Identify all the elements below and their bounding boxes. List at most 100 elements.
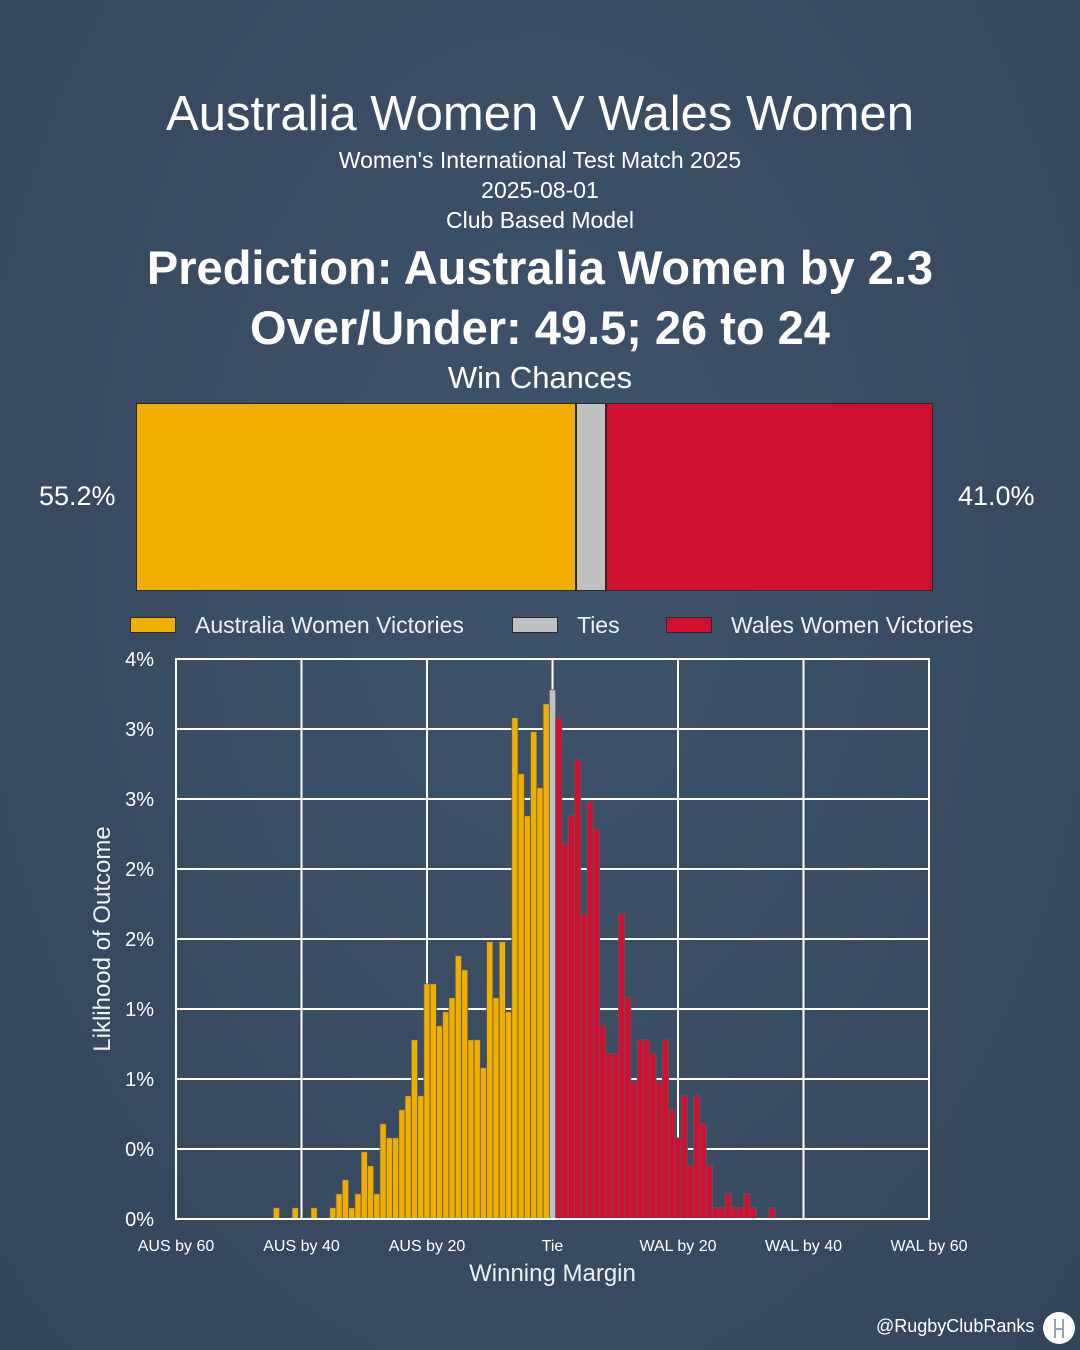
legend-label-wales: Wales Women Victories xyxy=(731,612,974,638)
histogram-bar xyxy=(630,1081,638,1220)
histogram-bar xyxy=(492,997,500,1220)
histogram-bar xyxy=(680,1095,688,1220)
histogram-bar xyxy=(479,1067,488,1220)
histogram-bar xyxy=(586,801,594,1220)
histogram-bar xyxy=(291,1207,299,1220)
x-tick-label: AUS by 40 xyxy=(263,1238,340,1255)
histogram-bar xyxy=(486,941,494,1220)
x-tick-label: Tie xyxy=(542,1238,564,1255)
y-tick-label: 0% xyxy=(125,1139,154,1161)
y-tick-label: 1% xyxy=(125,1069,154,1091)
histogram-bar xyxy=(699,1123,707,1220)
winning-margin-histogram: 0%0%1%1%2%2%3%3%4% AUS by 60 AUS by 40 AUS… xyxy=(89,649,968,1287)
x-tick-label: WAL by 20 xyxy=(639,1238,716,1255)
histogram-bar xyxy=(611,1053,619,1220)
histogram-bar xyxy=(668,1109,676,1220)
y-tick-label: 0% xyxy=(125,1209,154,1231)
histogram-bar xyxy=(649,1053,657,1220)
histogram-bar xyxy=(712,1207,720,1220)
histogram-bar xyxy=(705,1165,713,1220)
histogram-bar xyxy=(655,1081,663,1220)
y-tick-label: 4% xyxy=(125,649,154,671)
australia-win-percent: 55.2% xyxy=(39,481,116,511)
histogram-bar xyxy=(348,1207,356,1220)
histogram-bar xyxy=(341,1179,349,1220)
histogram-bar xyxy=(310,1207,318,1220)
y-tick-label: 3% xyxy=(125,789,154,811)
y-axis-title: Liklihood of Outcome xyxy=(89,826,116,1051)
histogram-bar xyxy=(548,689,557,1220)
legend-swatch-ties xyxy=(512,617,558,633)
histogram-bar xyxy=(272,1207,280,1220)
histogram-bar xyxy=(580,913,588,1220)
histogram-bar xyxy=(410,1039,418,1220)
histogram-bar xyxy=(373,1193,381,1220)
histogram-bar xyxy=(730,1207,739,1220)
histogram-bar xyxy=(523,815,531,1220)
legend-swatch-australia xyxy=(130,617,176,633)
histogram-bar xyxy=(448,997,456,1220)
histogram-bar xyxy=(511,717,519,1220)
prediction-headline: Prediction: Australia Women by 2.3 xyxy=(146,241,934,294)
histogram-bar xyxy=(737,1207,745,1220)
histogram-bar xyxy=(385,1137,393,1220)
histogram-bar xyxy=(379,1123,387,1220)
x-tick-label: WAL by 60 xyxy=(890,1238,967,1255)
histogram-bar xyxy=(643,1039,651,1220)
histogram-bar xyxy=(661,1039,669,1220)
histogram-bar xyxy=(423,983,431,1220)
histogram-bar xyxy=(517,773,525,1220)
x-tick-label: AUS by 60 xyxy=(138,1238,215,1255)
histogram-bar xyxy=(467,1039,475,1220)
win-chance-bar-australia xyxy=(136,403,576,591)
credit-handle: @RugbyClubRanks xyxy=(876,1316,1035,1336)
x-tick-label: WAL by 40 xyxy=(765,1238,842,1255)
win-chance-bar-tie xyxy=(576,403,606,591)
histogram-bar xyxy=(693,1095,701,1220)
match-date: 2025-08-01 xyxy=(481,177,599,203)
rugby-posts-logo-icon xyxy=(1043,1312,1075,1344)
wales-win-percent: 41.0% xyxy=(958,481,1035,511)
competition-subtitle: Women's International Test Match 2025 xyxy=(338,147,742,173)
chart-bars xyxy=(272,689,776,1220)
x-tick-labels: AUS by 60 AUS by 40 AUS by 20 Tie WAL by 20 W… xyxy=(138,1238,968,1255)
histogram-bar xyxy=(454,955,462,1220)
histogram-bar xyxy=(392,1137,400,1220)
histogram-bar xyxy=(624,997,632,1220)
histogram-bar xyxy=(724,1193,732,1220)
y-tick-label: 2% xyxy=(125,859,154,881)
over-under-headline: Over/Under: 49.5; 26 to 24 xyxy=(250,301,830,354)
y-tick-label: 2% xyxy=(125,929,154,951)
histogram-bar xyxy=(329,1207,337,1220)
histogram-bar xyxy=(498,941,506,1220)
histogram-bar xyxy=(743,1193,751,1220)
legend-label-australia: Australia Women Victories xyxy=(195,612,464,638)
histogram-bar xyxy=(354,1193,362,1220)
legend-swatch-wales xyxy=(666,617,712,633)
histogram-bar xyxy=(530,731,538,1220)
histogram-bar xyxy=(561,843,569,1220)
plot-frame xyxy=(175,658,930,1220)
histogram-bar xyxy=(436,1025,444,1220)
histogram-bar xyxy=(718,1207,726,1220)
histogram-bar xyxy=(404,1095,412,1220)
y-tick-labels: 0% 0% 1% 1% 2% 2% 3% 3% 4% xyxy=(125,649,154,1231)
page-title: Australia Women V Wales Women xyxy=(166,87,914,141)
histogram-bar xyxy=(636,1039,644,1220)
histogram-bar xyxy=(574,759,582,1220)
histogram-bar xyxy=(360,1151,368,1220)
histogram-bar xyxy=(674,1137,682,1220)
win-chance-bar-wales xyxy=(606,403,933,591)
y-tick-label: 1% xyxy=(125,999,154,1021)
legend-label-ties: Ties xyxy=(577,612,620,638)
histogram-bar xyxy=(536,787,544,1220)
model-name: Club Based Model xyxy=(446,207,634,233)
histogram-bar xyxy=(473,1039,481,1220)
histogram-bar xyxy=(542,703,550,1220)
x-axis-title: Winning Margin xyxy=(469,1260,636,1287)
histogram-bar xyxy=(687,1165,695,1220)
histogram-bar xyxy=(461,969,469,1220)
histogram-bar xyxy=(398,1109,406,1220)
histogram-bar xyxy=(617,913,626,1220)
histogram-bar xyxy=(555,717,563,1220)
